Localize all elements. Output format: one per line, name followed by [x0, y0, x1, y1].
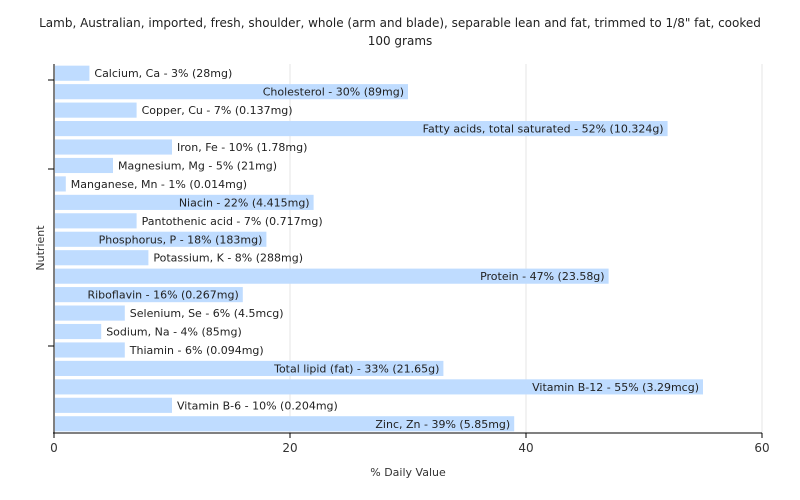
bar-15 [55, 342, 125, 358]
y-axis-label: Nutrient [34, 225, 47, 271]
bar-14 [55, 323, 102, 340]
bar-1 [55, 84, 408, 100]
bar-7 [55, 194, 314, 210]
bar-label-1: Cholesterol - 30% (89mg) [263, 86, 404, 99]
bar-label-0: Calcium, Ca - 3% (28mg) [94, 67, 232, 80]
bar-label-16: Total lipid (fat) - 33% (21.65g) [273, 362, 439, 375]
bar-label-14: Sodium, Na - 4% (85mg) [106, 326, 242, 339]
x-tick-label-0: 0 [50, 441, 58, 455]
bar-label-19: Zinc, Zn - 39% (5.85mg) [375, 418, 510, 431]
x-tick-label-40: 40 [518, 441, 533, 455]
bar-9 [55, 231, 267, 247]
bar-11 [55, 268, 609, 284]
bar-label-4: Iron, Fe - 10% (1.78mg) [177, 141, 307, 154]
bar-17 [55, 379, 703, 395]
bar-2 [55, 102, 137, 118]
bar-13 [55, 305, 125, 321]
bar-label-2: Copper, Cu - 7% (0.137mg) [142, 104, 293, 117]
bar-label-9: Phosphorus, P - 18% (183mg) [99, 233, 263, 246]
bar-label-6: Manganese, Mn - 1% (0.014mg) [71, 178, 247, 191]
x-tick-label-20: 20 [282, 441, 297, 455]
bar-label-8: Pantothenic acid - 7% (0.717mg) [142, 215, 323, 228]
bar-label-7: Niacin - 22% (4.415mg) [179, 196, 310, 209]
bar-8 [55, 213, 137, 229]
bar-16 [55, 360, 444, 376]
bar-label-5: Magnesium, Mg - 5% (21mg) [118, 159, 277, 172]
x-tick-label-60: 60 [754, 441, 769, 455]
bar-label-12: Riboflavin - 16% (0.267mg) [87, 289, 238, 302]
bar-3 [55, 121, 668, 137]
chart-title-line-2: 100 grams [368, 34, 433, 48]
bar-label-10: Potassium, K - 8% (288mg) [153, 252, 303, 265]
bar-19 [55, 416, 515, 432]
bars: Calcium, Ca - 3% (28mg) Cholesterol - 30%… [55, 65, 703, 432]
bar-label-13: Selenium, Se - 6% (4.5mcg) [130, 307, 284, 320]
x-tick-labels: 0 20 40 60 [50, 441, 769, 455]
bar-4 [55, 139, 172, 155]
chart-title-line-1: Lamb, Australian, imported, fresh, shoul… [39, 16, 761, 30]
bar-0 [55, 65, 90, 81]
bar-label-15: Thiamin - 6% (0.094mg) [129, 344, 264, 357]
bar-10 [55, 250, 149, 266]
bar-label-11: Protein - 47% (23.58g) [480, 270, 605, 283]
x-axis-label: % Daily Value [370, 466, 446, 479]
bar-label-17: Vitamin B-12 - 55% (3.29mcg) [532, 381, 699, 394]
bar-18 [55, 397, 172, 413]
axes [48, 64, 763, 438]
bar-12 [55, 287, 243, 303]
bar-label-3: Fatty acids, total saturated - 52% (10.3… [423, 123, 664, 136]
bar-6 [55, 176, 66, 192]
bar-5 [55, 157, 113, 174]
bar-label-18: Vitamin B-6 - 10% (0.204mg) [177, 399, 338, 412]
